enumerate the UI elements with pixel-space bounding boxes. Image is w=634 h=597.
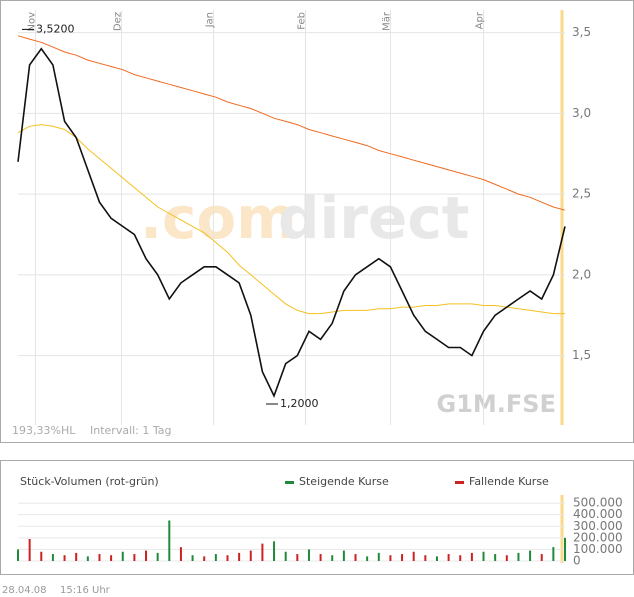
volume-bar <box>156 552 159 561</box>
volume-bar <box>121 551 124 561</box>
y-tick-label: 2,5 <box>572 187 591 201</box>
volume-bar <box>28 539 31 561</box>
volume-bar <box>377 552 380 561</box>
annotation: 3,5200 <box>36 22 75 35</box>
volume-bar <box>435 556 438 561</box>
volume-bar <box>354 554 357 561</box>
volume-bar <box>226 555 229 561</box>
legend-label: Fallende Kurse <box>469 475 549 488</box>
volume-bar <box>238 552 241 561</box>
x-tick-label: Jan <box>205 12 216 28</box>
volume-bar <box>319 554 322 561</box>
y-tick-label: 0 <box>573 554 581 568</box>
volume-bar <box>203 556 206 561</box>
watermark-com: .com <box>140 184 297 252</box>
y-tick-label: 300.000 <box>573 519 623 533</box>
y-tick-label: 3,0 <box>572 106 591 120</box>
volume-bar <box>51 554 54 561</box>
annotation: 1,2000 <box>280 397 319 410</box>
volume-bar <box>110 555 113 561</box>
x-tick-label: Feb <box>296 12 307 30</box>
volume-bar <box>552 547 555 561</box>
volume-bar <box>145 550 148 561</box>
x-tick-label: Mär <box>381 11 392 31</box>
volume-bar <box>564 537 566 561</box>
volume-bar <box>296 554 299 561</box>
footer-date: 28.04.08 <box>2 585 47 596</box>
y-tick-label: 400.000 <box>573 507 623 521</box>
volume-bar <box>366 556 369 561</box>
volume-bar <box>517 552 520 561</box>
volume-bar <box>86 556 89 561</box>
volume-bar <box>505 555 508 561</box>
volume-bar <box>168 520 171 561</box>
price-line <box>17 35 566 211</box>
volume-bar <box>284 551 287 561</box>
legend-label: Steigende Kurse <box>299 475 389 488</box>
volume-bar <box>75 552 78 561</box>
volume-bar <box>401 554 404 561</box>
price-line <box>17 124 565 315</box>
volume-bar <box>133 554 136 561</box>
volume-bar <box>191 555 194 561</box>
volume-title: Stück-Volumen (rot-grün) <box>20 475 159 488</box>
volume-bar <box>273 541 276 561</box>
volume-bar <box>214 554 217 561</box>
volume-bar <box>342 550 345 561</box>
volume-bar <box>331 555 334 561</box>
watermark-direct: direct <box>278 184 469 252</box>
x-tick-label: Dez <box>113 12 124 31</box>
volume-bar <box>470 552 473 561</box>
volume-bar <box>40 551 43 561</box>
volume-bar <box>412 551 415 561</box>
info: 193,33%HL <box>12 424 76 437</box>
volume-bar <box>261 543 264 561</box>
volume-bar <box>459 555 462 561</box>
x-tick-label: Apr <box>475 11 486 29</box>
y-tick-label: 100.000 <box>573 542 623 556</box>
y-tick-label: 2,0 <box>572 267 591 281</box>
legend-swatch <box>285 481 294 484</box>
volume-bar <box>389 555 392 561</box>
y-tick-label: 200.000 <box>573 530 623 544</box>
legend-swatch <box>455 481 464 484</box>
y-tick-label: 3,5 <box>572 25 591 39</box>
y-tick-label: 1,5 <box>572 348 591 362</box>
volume-bar <box>540 554 543 561</box>
volume-bar <box>424 555 427 561</box>
footer-time: 15:16 Uhr <box>60 585 111 596</box>
y-tick-label: 500.000 <box>573 496 623 510</box>
volume-bar <box>179 547 182 561</box>
volume-bar <box>529 550 532 561</box>
symbol: G1M.FSE <box>437 390 556 418</box>
volume-bar <box>482 551 485 561</box>
volume-bar <box>17 549 19 561</box>
interval: Intervall: 1 Tag <box>90 424 172 437</box>
volume-bar <box>307 549 310 561</box>
price-line <box>17 47 566 398</box>
volume-bar <box>494 554 497 561</box>
price-panel <box>0 0 634 443</box>
volume-bar <box>63 555 66 561</box>
volume-bar <box>249 550 252 561</box>
volume-bar <box>98 554 101 561</box>
volume-panel <box>0 460 634 575</box>
volume-bar <box>447 554 450 561</box>
x-tick-label: Nov <box>26 12 37 32</box>
